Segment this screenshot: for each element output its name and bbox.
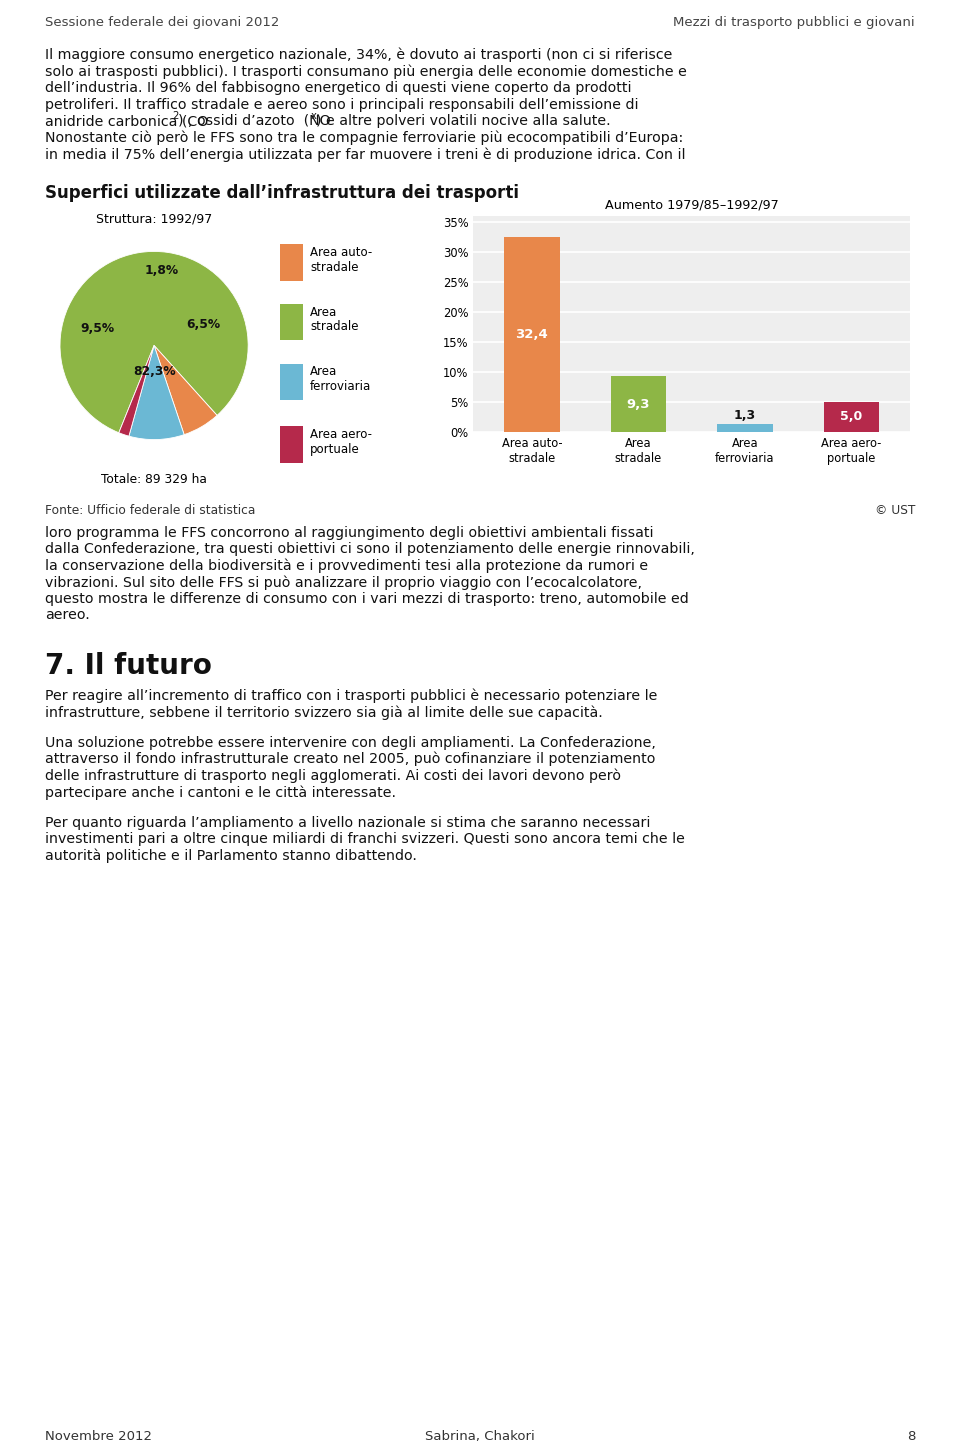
Text: 6,5%: 6,5% (186, 319, 220, 331)
Text: infrastrutture, sebbene il territorio svizzero sia già al limite delle sue capac: infrastrutture, sebbene il territorio sv… (45, 705, 603, 719)
Text: 2: 2 (172, 112, 179, 120)
Text: Per quanto riguarda l’ampliamento a livello nazionale si stima che saranno neces: Per quanto riguarda l’ampliamento a live… (45, 815, 650, 829)
Text: 1,3: 1,3 (733, 409, 756, 422)
Text: Area auto-
stradale: Area auto- stradale (310, 245, 372, 274)
Text: 9,5%: 9,5% (81, 322, 114, 335)
Text: delle infrastrutture di trasporto negli agglomerati. Ai costi dei lavori devono : delle infrastrutture di trasporto negli … (45, 768, 621, 783)
Text: petroliferi. Il traffico stradale e aereo sono i principali responsabili dell’em: petroliferi. Il traffico stradale e aere… (45, 97, 638, 112)
Wedge shape (60, 251, 248, 432)
Bar (280, 244, 303, 280)
Wedge shape (129, 345, 184, 439)
Text: autorità politiche e il Parlamento stanno dibattendo.: autorità politiche e il Parlamento stann… (45, 848, 417, 863)
Text: partecipare anche i cantoni e le città interessate.: partecipare anche i cantoni e le città i… (45, 784, 396, 799)
Text: 1,8%: 1,8% (145, 264, 179, 277)
Text: ) , ossidi d’azoto  (NO: ) , ossidi d’azoto (NO (178, 115, 330, 128)
Bar (280, 364, 303, 400)
Text: 5,0: 5,0 (840, 410, 863, 423)
Text: Totale: 89 329 ha: Totale: 89 329 ha (101, 473, 207, 486)
Text: questo mostra le differenze di consumo con i vari mezzi di trasporto: treno, aut: questo mostra le differenze di consumo c… (45, 592, 688, 606)
Bar (611, 376, 666, 432)
Text: 9,3: 9,3 (627, 397, 650, 410)
Text: © UST: © UST (875, 503, 915, 516)
Bar (824, 402, 879, 432)
Text: 8: 8 (906, 1430, 915, 1443)
Text: 32,4: 32,4 (516, 328, 548, 341)
Text: 7. Il futuro: 7. Il futuro (45, 652, 212, 680)
Text: Sessione federale dei giovani 2012: Sessione federale dei giovani 2012 (45, 16, 279, 29)
Text: dalla Confederazione, tra questi obiettivi ci sono il potenziamento delle energi: dalla Confederazione, tra questi obietti… (45, 542, 695, 555)
Text: la conservazione della biodiversità e i provvedimenti tesi alla protezione da ru: la conservazione della biodiversità e i … (45, 558, 648, 573)
Text: anidride carbonica (CO: anidride carbonica (CO (45, 115, 208, 128)
Text: Area aero-
portuale: Area aero- portuale (310, 428, 372, 455)
Text: aereo.: aereo. (45, 608, 89, 622)
Text: ) e altre polveri volatili nocive alla salute.: ) e altre polveri volatili nocive alla s… (316, 115, 611, 128)
Text: Il maggiore consumo energetico nazionale, 34%, è dovuto ai trasporti (non ci si : Il maggiore consumo energetico nazionale… (45, 48, 672, 62)
Bar (504, 238, 560, 432)
Text: Mezzi di trasporto pubblici e giovani: Mezzi di trasporto pubblici e giovani (673, 16, 915, 29)
Text: loro programma le FFS concorrono al raggiungimento degli obiettivi ambientali fi: loro programma le FFS concorrono al ragg… (45, 525, 654, 539)
Wedge shape (119, 345, 154, 436)
Wedge shape (154, 345, 217, 435)
Text: vibrazioni. Sul sito delle FFS si può analizzare il proprio viaggio con l’ecocal: vibrazioni. Sul sito delle FFS si può an… (45, 576, 642, 590)
Text: Fonte: Ufficio federale di statistica: Fonte: Ufficio federale di statistica (45, 503, 255, 516)
Text: dell’industria. Il 96% del fabbisogno energetico di questi viene coperto da prod: dell’industria. Il 96% del fabbisogno en… (45, 81, 632, 96)
Bar (280, 304, 303, 341)
Text: x: x (311, 112, 317, 120)
Text: attraverso il fondo infrastrutturale creato nel 2005, può cofinanziare il potenz: attraverso il fondo infrastrutturale cre… (45, 753, 656, 767)
Text: 82,3%: 82,3% (132, 365, 176, 378)
Text: Superfici utilizzate dall’infrastruttura dei trasporti: Superfici utilizzate dall’infrastruttura… (45, 184, 519, 202)
Text: Area
ferroviaria: Area ferroviaria (310, 365, 372, 393)
Text: in media il 75% dell’energia utilizzata per far muovere i treni è di produzione : in media il 75% dell’energia utilizzata … (45, 146, 685, 161)
Text: Per reagire all’incremento di traffico con i trasporti pubblici è necessario pot: Per reagire all’incremento di traffico c… (45, 689, 658, 703)
Title: Struttura: 1992/97: Struttura: 1992/97 (96, 212, 212, 225)
Text: Una soluzione potrebbe essere intervenire con degli ampliamenti. La Confederazio: Una soluzione potrebbe essere intervenir… (45, 735, 656, 750)
Text: Novembre 2012: Novembre 2012 (45, 1430, 152, 1443)
Text: investimenti pari a oltre cinque miliardi di franchi svizzeri. Questi sono ancor: investimenti pari a oltre cinque miliard… (45, 832, 684, 845)
Title: Aumento 1979/85–1992/97: Aumento 1979/85–1992/97 (605, 199, 779, 212)
Text: Sabrina, Chakori: Sabrina, Chakori (425, 1430, 535, 1443)
Text: Nonostante ciò però le FFS sono tra le compagnie ferroviarie più ecocompatibili : Nonostante ciò però le FFS sono tra le c… (45, 130, 684, 145)
Bar (717, 425, 773, 432)
Text: solo ai trasposti pubblici). I trasporti consumano più energia delle economie do: solo ai trasposti pubblici). I trasporti… (45, 64, 686, 78)
Bar (280, 426, 303, 463)
Text: Area
stradale: Area stradale (310, 306, 359, 334)
